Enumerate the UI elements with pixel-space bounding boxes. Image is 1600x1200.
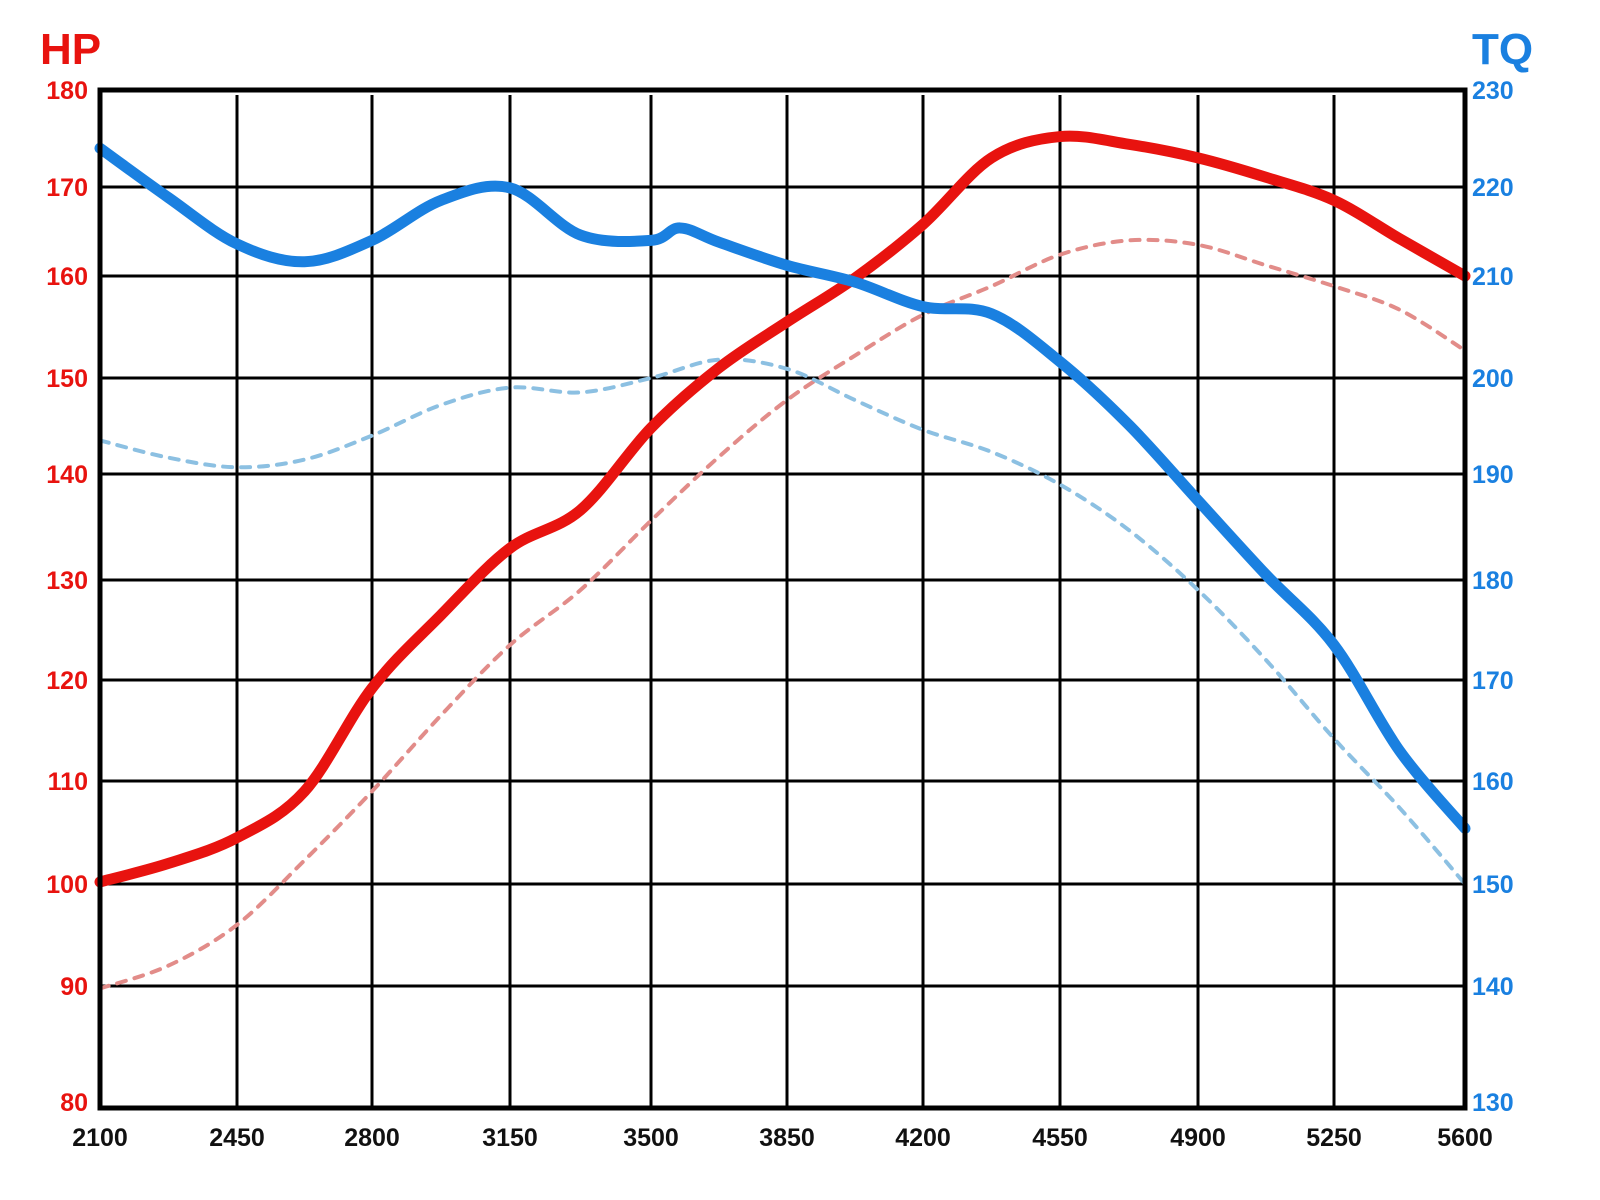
- right-y-tick-label: 170: [1472, 667, 1514, 695]
- x-tick-label: 4900: [1170, 1124, 1226, 1152]
- left-y-tick-label: 110: [48, 768, 88, 796]
- right-y-tick-label: 190: [1472, 461, 1514, 489]
- right-y-tick-label: 210: [1472, 263, 1514, 291]
- series-line-hp: [94, 130, 1471, 888]
- left-y-tick-label: 90: [60, 973, 88, 1001]
- series-line-tq-baseline: [98, 357, 1467, 886]
- right-y-tick-label: 150: [1472, 871, 1514, 899]
- x-tick-label: 3500: [623, 1124, 679, 1152]
- left-y-tick-label: 160: [46, 263, 88, 291]
- left-y-tick-label: 170: [46, 174, 88, 202]
- x-tick-label: 2450: [209, 1124, 265, 1152]
- series-lines: [94, 130, 1471, 991]
- right-axis-title: TQ: [1472, 25, 1533, 74]
- x-tick-label: 5600: [1437, 1124, 1493, 1152]
- series-line-tq: [94, 142, 1471, 834]
- left-y-tick-label: 130: [46, 567, 88, 595]
- plot-border: [97, 87, 1468, 1111]
- series-line-hp-baseline: [98, 237, 1467, 991]
- left-y-tick-label: 150: [46, 365, 88, 393]
- x-tick-label: 5250: [1306, 1124, 1362, 1152]
- right-y-tick-label: 200: [1472, 365, 1514, 393]
- right-y-tick-label: 180: [1472, 567, 1514, 595]
- right-y-tick-label: 230: [1472, 77, 1514, 105]
- left-axis-title: HP: [40, 25, 101, 74]
- x-tick-label: 2100: [72, 1124, 128, 1152]
- right-y-tick-label: 130: [1472, 1089, 1514, 1117]
- left-y-tick-label: 180: [46, 77, 88, 105]
- right-y-tick-label: 220: [1472, 174, 1514, 202]
- left-y-tick-label: 100: [46, 871, 88, 899]
- left-y-tick-label: 80: [60, 1089, 88, 1117]
- right-y-tick-label: 160: [1472, 768, 1514, 796]
- grid: [100, 95, 1465, 1108]
- tick-labels: 2100 2450 2800 3150 3500 3850 4200 4550 4900 5250…: [46, 77, 1513, 1152]
- x-tick-label: 3150: [482, 1124, 538, 1152]
- left-y-tick-label: 120: [46, 667, 88, 695]
- x-tick-label: 4550: [1032, 1124, 1088, 1152]
- x-tick-label: 2800: [344, 1124, 400, 1152]
- x-tick-label: 4200: [895, 1124, 951, 1152]
- x-tick-label: 3850: [759, 1124, 815, 1152]
- left-y-tick-label: 140: [46, 461, 88, 489]
- right-y-tick-label: 140: [1472, 973, 1514, 1001]
